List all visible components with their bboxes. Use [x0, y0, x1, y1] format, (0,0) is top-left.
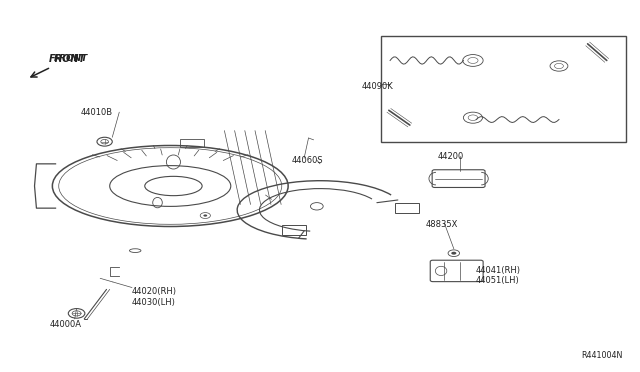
- Text: R441004N: R441004N: [581, 350, 623, 359]
- Text: 44051(LH): 44051(LH): [476, 276, 520, 285]
- Circle shape: [204, 214, 207, 217]
- Bar: [282, 225, 306, 235]
- Text: 44010B: 44010B: [81, 108, 113, 117]
- Circle shape: [451, 252, 456, 255]
- Text: 44090K: 44090K: [362, 82, 393, 91]
- Text: 44020(RH): 44020(RH): [132, 287, 177, 296]
- Bar: [381, 36, 626, 142]
- Bar: [180, 139, 204, 147]
- Text: 44030(LH): 44030(LH): [132, 298, 176, 307]
- Text: 44041(RH): 44041(RH): [476, 266, 521, 275]
- Text: 44000A: 44000A: [49, 320, 81, 329]
- Text: 44200: 44200: [438, 152, 464, 161]
- Bar: [395, 203, 419, 213]
- Text: 44060S: 44060S: [291, 155, 323, 165]
- Text: 48835X: 48835X: [425, 220, 458, 229]
- Text: FRONT: FRONT: [54, 54, 88, 63]
- Text: FRONT: FRONT: [49, 54, 86, 64]
